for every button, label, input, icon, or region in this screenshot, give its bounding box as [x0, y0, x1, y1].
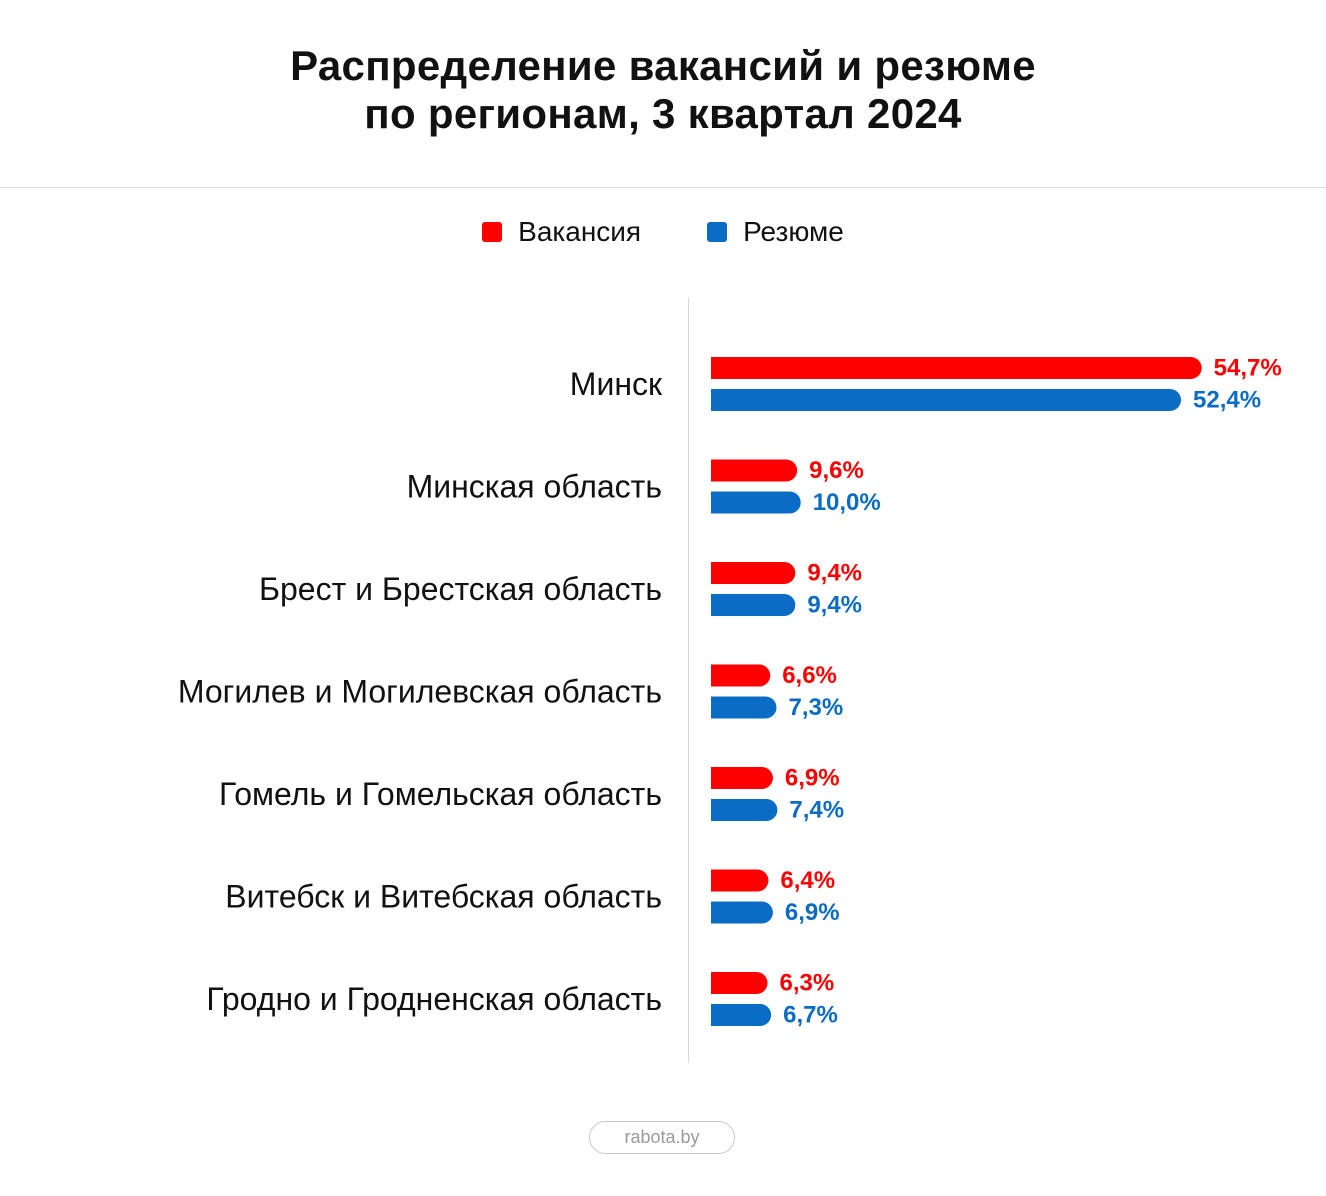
bar-resume	[711, 901, 773, 924]
legend-swatch-resume	[707, 222, 728, 242]
bar-resume	[711, 1004, 772, 1026]
bar-vacancy	[711, 972, 768, 994]
legend-item-vacancy: Вакансия	[482, 214, 641, 250]
bar-resume	[711, 799, 778, 821]
category-label: Гродно и Гродненская область	[206, 981, 662, 1017]
category-label: Могилев и Могилевская область	[178, 674, 662, 710]
data-label-vacancy: 9,6%	[809, 457, 864, 484]
data-label-resume: 7,3%	[788, 694, 843, 721]
title-line-2: по регионам, 3 квартал 2024	[364, 90, 962, 137]
data-label-resume: 52,4%	[1193, 387, 1261, 414]
bar-resume	[711, 696, 777, 719]
bar-vacancy	[711, 664, 771, 687]
category-label: Минск	[570, 366, 663, 402]
legend-label-vacancy: Вакансия	[518, 216, 642, 247]
bar-resume	[711, 491, 801, 514]
bar-vacancy	[711, 459, 798, 482]
category-label: Витебск и Витебская область	[225, 879, 662, 915]
data-label-vacancy: 54,7%	[1214, 355, 1282, 382]
chart-legend: Вакансия Резюме	[0, 214, 1326, 250]
data-label-vacancy: 9,4%	[807, 560, 862, 587]
data-label-vacancy: 6,6%	[782, 662, 837, 689]
category-label: Гомель и Гомельская область	[219, 776, 662, 812]
legend-item-resume: Резюме	[707, 214, 844, 250]
title-line-1: Распределение вакансий и резюме	[290, 42, 1036, 89]
chart-title: Распределение вакансий и резюме по регио…	[0, 42, 1326, 138]
bar-vacancy	[711, 357, 1202, 379]
source-badge: rabota.by	[589, 1121, 735, 1154]
category-label: Брест и Брестская область	[259, 571, 662, 607]
legend-swatch-vacancy	[482, 222, 503, 242]
data-label-resume: 9,4%	[807, 592, 862, 619]
data-label-resume: 7,4%	[789, 797, 844, 824]
legend-label-resume: Резюме	[743, 216, 844, 247]
bar-vacancy	[711, 562, 796, 584]
category-label: Минская область	[407, 469, 662, 505]
data-label-vacancy: 6,4%	[780, 867, 835, 894]
data-label-resume: 6,7%	[783, 1002, 838, 1029]
data-label-resume: 10,0%	[813, 489, 881, 516]
bar-vacancy	[711, 869, 769, 892]
data-label-vacancy: 6,3%	[780, 970, 835, 997]
bar-resume	[711, 389, 1182, 411]
data-label-resume: 6,9%	[785, 899, 840, 926]
title-divider	[0, 187, 1326, 188]
data-label-vacancy: 6,9%	[785, 765, 840, 792]
bar-vacancy	[711, 767, 773, 789]
bar-resume	[711, 594, 796, 616]
